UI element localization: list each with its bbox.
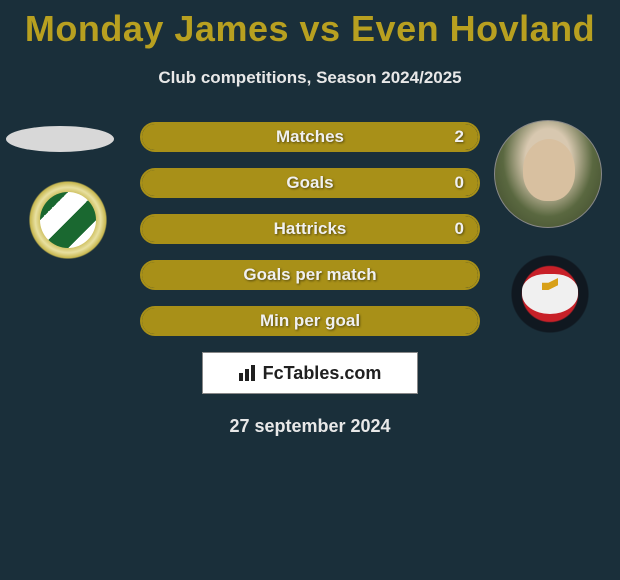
stat-row: Goals per match [140, 260, 480, 290]
stat-label: Goals [142, 173, 478, 193]
stat-value-right: 2 [455, 127, 464, 147]
page-title: Monday James vs Even Hovland [0, 0, 620, 50]
stat-label: Matches [142, 127, 478, 147]
stat-row: Matches2 [140, 122, 480, 152]
club-logo-right [500, 252, 600, 336]
bar-chart-icon [239, 365, 259, 381]
date-label: 27 september 2024 [0, 416, 620, 437]
subtitle: Club competitions, Season 2024/2025 [0, 68, 620, 88]
attribution-badge: FcTables.com [202, 352, 418, 394]
player-photo-right [494, 120, 602, 228]
stat-row: Goals0 [140, 168, 480, 198]
stat-label: Goals per match [142, 265, 478, 285]
stats-container: Matches2Goals0Hattricks0Goals per matchM… [140, 122, 480, 336]
attribution-label: FcTables.com [263, 363, 382, 384]
comparison-content: Matches2Goals0Hattricks0Goals per matchM… [0, 122, 620, 437]
stat-value-right: 0 [455, 173, 464, 193]
player-photo-left [6, 126, 114, 152]
club-logo-left [18, 178, 118, 262]
stat-label: Min per goal [142, 311, 478, 331]
stat-row: Min per goal [140, 306, 480, 336]
stat-value-right: 0 [455, 219, 464, 239]
stat-label: Hattricks [142, 219, 478, 239]
stat-row: Hattricks0 [140, 214, 480, 244]
